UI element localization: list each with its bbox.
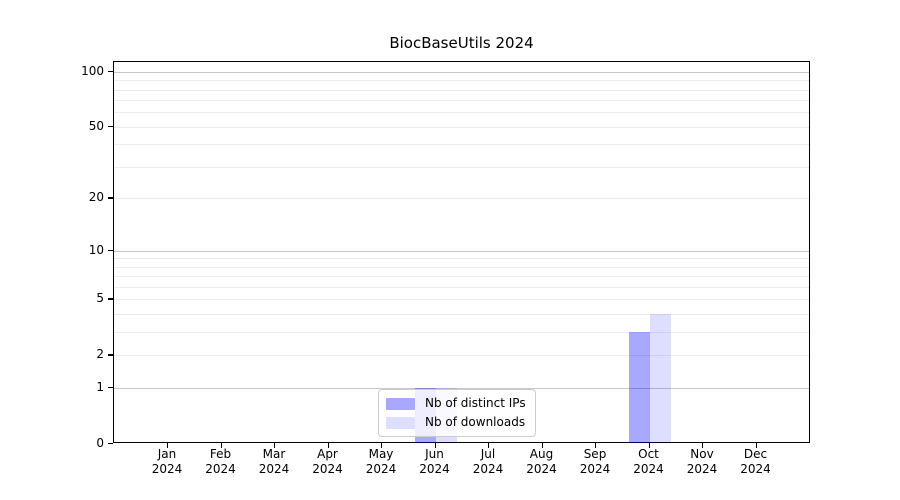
x-tick-label: Aug 2024 bbox=[500, 447, 584, 477]
x-tick-label: Jan 2024 bbox=[125, 447, 209, 477]
x-tick bbox=[434, 443, 436, 448]
y-tick bbox=[108, 354, 113, 356]
y-tick bbox=[108, 443, 113, 445]
x-tick-month: Nov bbox=[690, 447, 714, 461]
y-tick-label: 20 bbox=[88, 190, 104, 205]
chart-title: BiocBaseUtils 2024 bbox=[389, 34, 534, 52]
gridline-minor bbox=[114, 198, 809, 200]
y-tick-label: 5 bbox=[96, 291, 104, 306]
y-tick-label: 1 bbox=[96, 380, 104, 395]
x-tick-year: 2024 bbox=[472, 462, 504, 476]
x-tick bbox=[648, 443, 650, 448]
y-tick bbox=[108, 387, 113, 389]
bar-distinct-ips-oct bbox=[628, 332, 650, 443]
y-tick-label: 50 bbox=[88, 118, 104, 133]
x-tick-year: 2024 bbox=[419, 462, 450, 476]
x-tick-year: 2024 bbox=[365, 462, 397, 476]
x-tick-month: Mar bbox=[262, 447, 286, 461]
gridline-minor bbox=[114, 287, 809, 289]
gridline-minor bbox=[114, 144, 809, 146]
x-tick-label: Sep 2024 bbox=[553, 447, 637, 477]
x-tick-year: 2024 bbox=[633, 462, 664, 476]
gridline-minor bbox=[114, 314, 809, 316]
gridline-minor bbox=[114, 112, 809, 114]
gridline-major bbox=[114, 71, 809, 73]
gridline-minor bbox=[114, 332, 809, 334]
gridline-minor bbox=[114, 80, 809, 82]
legend-label-distinct-ips: Nb of distinct IPs bbox=[425, 396, 526, 410]
legend-label-downloads: Nb of downloads bbox=[425, 415, 526, 429]
legend-item-distinct-ips: Nb of distinct IPs bbox=[386, 396, 526, 411]
x-tick-month: Jan bbox=[157, 447, 177, 461]
gridline-minor bbox=[114, 100, 809, 102]
gridline-major bbox=[114, 250, 809, 252]
gridline-minor bbox=[114, 167, 809, 169]
y-tick bbox=[108, 298, 113, 300]
gridline-minor bbox=[114, 266, 809, 268]
x-tick-month: Oct bbox=[638, 447, 659, 461]
x-tick bbox=[274, 443, 276, 448]
y-tick bbox=[108, 249, 113, 251]
legend: Nb of distinct IPs Nb of downloads bbox=[378, 389, 536, 437]
x-tick-month: May bbox=[368, 447, 394, 461]
x-tick-year: 2024 bbox=[205, 462, 236, 476]
x-tick-year: 2024 bbox=[740, 462, 771, 476]
gridline-minor bbox=[114, 126, 809, 128]
bar-downloads-oct bbox=[649, 314, 671, 443]
gridline-minor bbox=[114, 258, 809, 260]
gridline-minor bbox=[114, 89, 809, 91]
x-tick-year: 2024 bbox=[312, 462, 343, 476]
y-tick-label: 10 bbox=[88, 242, 104, 257]
x-tick-month: Jul bbox=[480, 447, 496, 461]
x-tick bbox=[167, 443, 169, 448]
y-tick bbox=[108, 197, 113, 199]
x-tick-year: 2024 bbox=[686, 462, 718, 476]
x-tick-year: 2024 bbox=[526, 462, 557, 476]
gridline-major bbox=[114, 388, 809, 390]
x-tick-label: Feb 2024 bbox=[179, 447, 263, 477]
x-tick bbox=[595, 443, 597, 448]
y-tick bbox=[108, 70, 113, 73]
x-tick-label: Nov 2024 bbox=[660, 447, 744, 477]
x-tick-label: Mar 2024 bbox=[232, 447, 316, 477]
x-tick-year: 2024 bbox=[579, 462, 611, 476]
x-tick bbox=[488, 443, 490, 448]
y-tick-label: 0 bbox=[96, 436, 104, 450]
x-tick bbox=[755, 443, 757, 448]
x-tick-month: Feb bbox=[209, 447, 232, 461]
y-tick-label: 100 bbox=[81, 63, 104, 78]
x-tick bbox=[327, 443, 329, 448]
x-tick bbox=[381, 443, 383, 448]
x-tick-label: May 2024 bbox=[339, 447, 423, 477]
x-tick bbox=[220, 443, 222, 448]
x-tick-label: Apr 2024 bbox=[286, 447, 370, 477]
x-tick-month: Apr bbox=[317, 447, 338, 461]
x-tick bbox=[702, 443, 704, 448]
x-tick bbox=[541, 443, 543, 448]
x-tick-year: 2024 bbox=[258, 462, 290, 476]
x-tick-label: Dec 2024 bbox=[714, 447, 798, 477]
gridline-minor bbox=[114, 276, 809, 278]
y-tick-label: 2 bbox=[96, 347, 104, 362]
x-tick-label: Jul 2024 bbox=[446, 447, 530, 477]
x-tick-month: Dec bbox=[743, 447, 768, 461]
y-tick bbox=[108, 125, 113, 128]
x-tick-label: Jun 2024 bbox=[393, 447, 477, 477]
x-tick-year: 2024 bbox=[151, 462, 183, 476]
plot-area bbox=[113, 61, 810, 443]
gridline-minor bbox=[114, 299, 809, 301]
x-tick-label: Oct 2024 bbox=[607, 447, 691, 477]
legend-swatch-downloads bbox=[386, 416, 415, 429]
x-tick-month: Aug bbox=[529, 447, 554, 461]
x-tick-month: Jun bbox=[425, 447, 444, 461]
x-tick-month: Sep bbox=[583, 447, 607, 461]
legend-item-downloads: Nb of downloads bbox=[386, 415, 526, 430]
gridline-minor bbox=[114, 355, 809, 357]
legend-swatch-distinct-ips bbox=[386, 397, 415, 410]
